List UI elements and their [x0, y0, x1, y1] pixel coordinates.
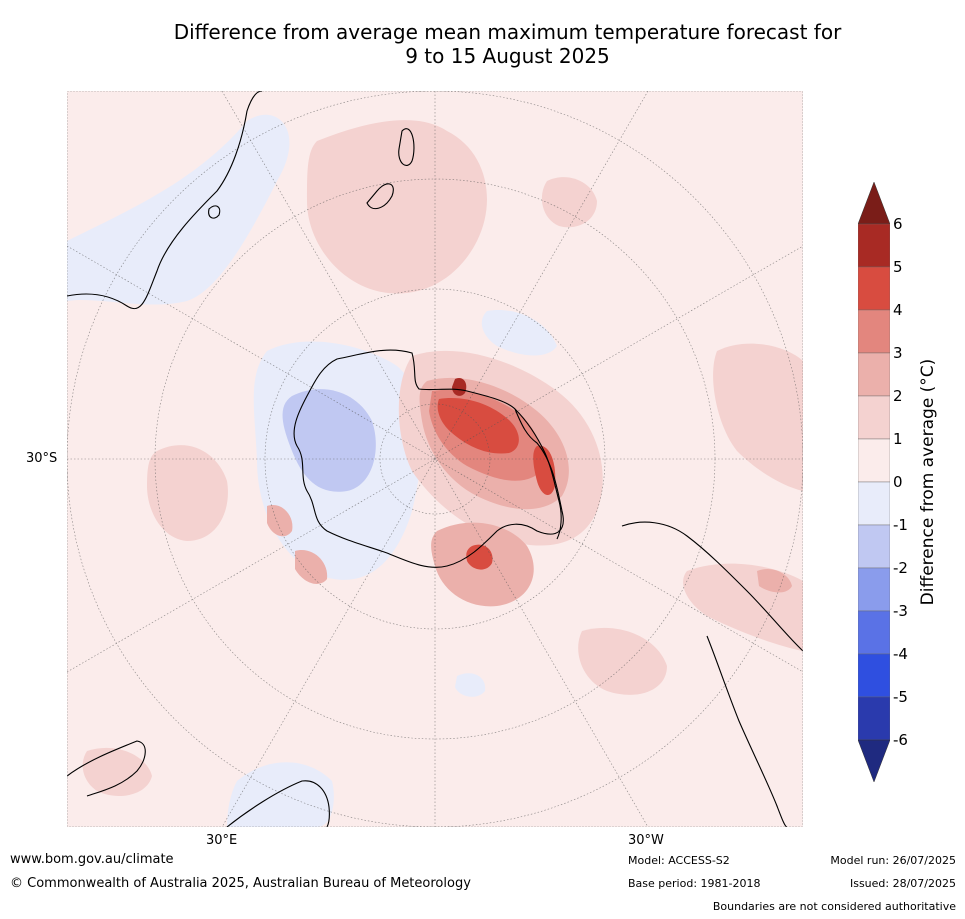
colorbar-tick-label: -1 [893, 516, 908, 534]
colorbar-band [857, 524, 891, 569]
coastline-new-zealand-north [398, 128, 415, 166]
colorbar-tick-label: -3 [893, 602, 908, 620]
title-line-2: 9 to 15 August 2025 [405, 44, 610, 68]
warm-region-weddell-sea-core [466, 544, 493, 570]
colorbar-band [857, 610, 891, 655]
warm-region-west-antarctic-4 [437, 398, 519, 454]
colorbar-tick-label: 0 [893, 473, 903, 491]
latitude-circle-60s [264, 288, 606, 630]
warm-region-pacific-north [307, 120, 487, 294]
lat-label-30s: 30°S [26, 451, 58, 466]
colorbar-extend-high [857, 181, 891, 225]
colorbar-tick-label: 1 [893, 430, 903, 448]
title-line-1: Difference from average mean maximum tem… [173, 20, 842, 44]
colorbar-band [857, 352, 891, 397]
warm-region-west-antarctic-peak [452, 377, 467, 396]
colorbar-band [857, 438, 891, 483]
colorbar-band [857, 223, 891, 268]
coastline-south-america [621, 521, 803, 652]
coastline-africa [67, 740, 146, 797]
cool-region-atlantic [455, 673, 486, 697]
polar-map [67, 91, 803, 827]
coastline-new-zealand-south [366, 183, 394, 210]
warm-region-southwest-atlantic [578, 627, 667, 695]
colorbar-band [857, 481, 891, 526]
footer-model-run: Model run: 26/07/2025 [830, 854, 956, 867]
coastline-australia-tasmania [208, 205, 221, 219]
coastline-australia [67, 91, 263, 310]
map-canvas [67, 91, 803, 827]
colorbar-tick-label: 4 [893, 301, 903, 319]
colorbar-svg [857, 181, 891, 783]
colorbar-tick-label: 5 [893, 258, 903, 276]
colorbar-label: Difference from average (°C) [918, 358, 938, 606]
footer-base-period: Base period: 1981-2018 [628, 877, 761, 890]
colorbar-band [857, 266, 891, 311]
coastline-south-america-chile [706, 635, 788, 827]
warm-region-southeast-pacific [713, 343, 803, 491]
colorbar-band [857, 696, 891, 741]
warm-region-indian-mid-2 [295, 550, 328, 584]
warm-region-east-pacific [541, 177, 597, 228]
footer-disclaimer: Boundaries are not considered authoritat… [712, 900, 956, 913]
colorbar [857, 181, 891, 783]
lon-label-30e: 30°E [206, 833, 238, 848]
cool-region-south-africa [227, 762, 334, 827]
coastlines [67, 91, 803, 827]
colorbar-tick-label: 2 [893, 387, 903, 405]
coastline-africa-south [226, 780, 330, 827]
colorbar-tick-label: 6 [893, 215, 903, 233]
map-title: Difference from average mean maximum tem… [0, 20, 965, 68]
warm-region-africa-coast [82, 747, 152, 796]
colorbar-band [857, 653, 891, 698]
footer-model: Model: ACCESS-S2 [628, 854, 730, 867]
warm-region-brazil [757, 568, 792, 593]
footer-issued: Issued: 28/07/2025 [849, 877, 956, 890]
colorbar-band [857, 309, 891, 354]
footer-copyright: © Commonwealth of Australia 2025, Austra… [10, 876, 471, 891]
warm-region-antarctic-peninsula [533, 445, 556, 496]
colorbar-band [857, 395, 891, 440]
colorbar-tick-label: -2 [893, 559, 908, 577]
lon-label-30w: 30°W [628, 833, 664, 848]
cool-region-indian-ocean [67, 114, 290, 305]
graticule [67, 91, 803, 827]
cool-region-antarctic-east-strong [282, 389, 376, 492]
coastline-antarctica [293, 349, 564, 568]
colorbar-tick-label: -4 [893, 645, 908, 663]
warm-region-indian-south [147, 445, 228, 541]
colorbar-tick-label: 3 [893, 344, 903, 362]
footer-website: www.bom.gov.au/climate [10, 852, 174, 867]
colorbar-extend-low [857, 739, 891, 783]
colorbar-tick-label: -5 [893, 688, 908, 706]
coastline-antarctic-peninsula [514, 408, 562, 540]
colorbar-tick-label: -6 [893, 731, 908, 749]
warm-region-indian-mid [267, 505, 293, 537]
cool-region-weddell [481, 310, 557, 356]
colorbar-band [857, 567, 891, 612]
